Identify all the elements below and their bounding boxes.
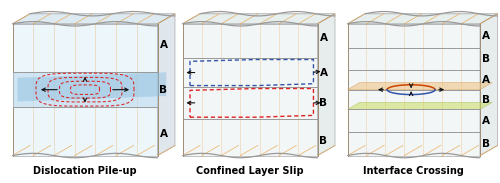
Text: A: A xyxy=(482,75,490,85)
Polygon shape xyxy=(318,14,335,156)
Polygon shape xyxy=(12,14,175,24)
Text: A: A xyxy=(482,116,490,126)
Polygon shape xyxy=(480,14,498,156)
Text: A: A xyxy=(320,33,328,43)
Text: B: B xyxy=(482,139,490,149)
Text: Confined Layer Slip: Confined Layer Slip xyxy=(196,166,304,176)
Polygon shape xyxy=(18,72,166,102)
Polygon shape xyxy=(182,14,335,24)
Text: Interface Crossing: Interface Crossing xyxy=(364,166,464,176)
Polygon shape xyxy=(348,24,480,156)
Text: B: B xyxy=(320,136,328,146)
Text: B: B xyxy=(482,95,490,104)
Polygon shape xyxy=(348,14,498,24)
Text: B: B xyxy=(482,54,490,64)
Polygon shape xyxy=(12,72,158,107)
Text: B: B xyxy=(320,98,328,108)
Text: A: A xyxy=(482,31,490,41)
Text: Dislocation Pile-up: Dislocation Pile-up xyxy=(33,166,137,176)
Text: A: A xyxy=(320,68,328,78)
Polygon shape xyxy=(182,24,318,156)
Polygon shape xyxy=(12,24,158,156)
Polygon shape xyxy=(348,83,492,90)
Polygon shape xyxy=(348,102,492,109)
Text: A: A xyxy=(160,40,168,50)
Text: A: A xyxy=(160,129,168,139)
Text: B: B xyxy=(160,85,168,95)
Polygon shape xyxy=(158,14,175,156)
